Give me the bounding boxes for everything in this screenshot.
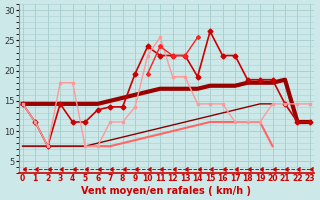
X-axis label: Vent moyen/en rafales ( km/h ): Vent moyen/en rafales ( km/h ) xyxy=(81,186,251,196)
